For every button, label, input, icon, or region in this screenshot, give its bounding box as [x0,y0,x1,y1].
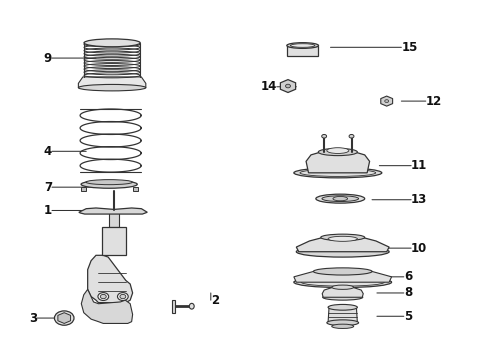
Polygon shape [79,208,147,214]
Ellipse shape [294,277,392,288]
Polygon shape [296,237,389,252]
Text: 2: 2 [211,294,219,307]
Ellipse shape [84,39,140,47]
Text: 12: 12 [426,95,442,108]
Ellipse shape [332,285,354,289]
Polygon shape [102,226,126,255]
Ellipse shape [286,84,291,88]
Ellipse shape [328,236,357,241]
Polygon shape [280,80,295,93]
Text: 9: 9 [44,51,52,64]
Text: 11: 11 [411,159,427,172]
Ellipse shape [327,320,359,325]
Ellipse shape [287,42,318,48]
Polygon shape [58,313,71,323]
Text: 4: 4 [44,145,52,158]
Ellipse shape [86,180,132,185]
Polygon shape [109,211,119,226]
Ellipse shape [316,194,365,203]
Polygon shape [287,45,318,56]
Ellipse shape [294,168,382,178]
Ellipse shape [120,294,126,299]
Ellipse shape [314,268,372,275]
Ellipse shape [300,169,376,176]
Text: 14: 14 [260,80,277,93]
Ellipse shape [333,197,347,201]
Ellipse shape [78,85,146,91]
Polygon shape [172,300,175,313]
Ellipse shape [318,148,357,156]
Ellipse shape [118,293,128,301]
Polygon shape [88,255,133,303]
Ellipse shape [328,305,357,310]
Text: 3: 3 [29,311,37,325]
Polygon shape [381,96,392,106]
Ellipse shape [54,311,74,325]
Polygon shape [306,152,369,173]
Ellipse shape [81,180,137,188]
Ellipse shape [323,294,363,300]
Polygon shape [294,271,392,282]
Ellipse shape [100,294,106,299]
Polygon shape [328,307,357,323]
Text: 10: 10 [411,242,427,255]
Polygon shape [78,77,146,87]
Text: 15: 15 [401,41,418,54]
Ellipse shape [349,134,354,138]
Text: 8: 8 [404,287,412,300]
Polygon shape [322,287,363,297]
Ellipse shape [189,303,194,309]
Ellipse shape [301,278,384,286]
Ellipse shape [322,196,359,202]
Polygon shape [133,187,138,191]
Ellipse shape [327,148,349,153]
Ellipse shape [321,234,365,240]
Text: 13: 13 [411,193,427,206]
Text: 5: 5 [404,310,412,323]
Ellipse shape [332,324,354,328]
Text: 7: 7 [44,181,52,194]
Ellipse shape [385,100,389,103]
Ellipse shape [291,44,315,47]
Text: 1: 1 [44,204,52,217]
Ellipse shape [296,246,389,257]
Polygon shape [81,187,86,191]
Text: 6: 6 [404,270,412,283]
Ellipse shape [322,134,327,138]
Ellipse shape [98,293,109,301]
Polygon shape [81,289,133,323]
